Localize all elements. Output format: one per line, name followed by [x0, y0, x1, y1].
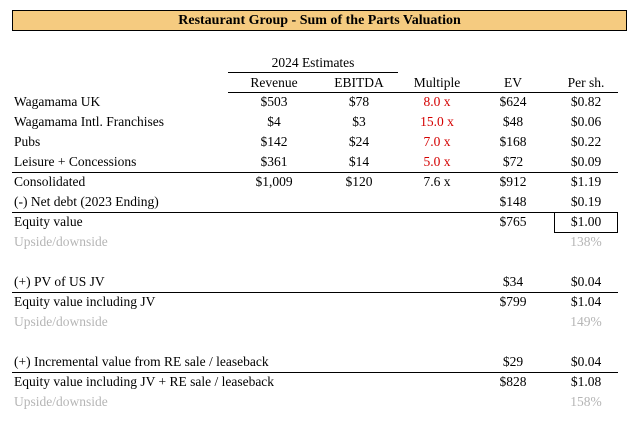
row-label: Leisure + Concessions — [14, 154, 137, 169]
row-label: Consolidated — [14, 174, 86, 189]
ev-value: $624 — [499, 94, 527, 109]
col-header-revenue: Revenue — [250, 75, 298, 90]
ev-value: $34 — [502, 274, 524, 289]
col-header-multiple: Multiple — [413, 75, 461, 90]
ev-value: $828 — [499, 374, 527, 389]
per-share-value: $0.06 — [570, 114, 602, 129]
ebitda-value: $120 — [345, 174, 373, 189]
row-label: Equity value including JV — [14, 294, 156, 309]
ev-value: $48 — [502, 114, 524, 129]
revenue-value: $503 — [260, 94, 288, 109]
col-header-ev: EV — [504, 75, 522, 90]
multiple-value: 7.6 x — [423, 174, 451, 189]
ebitda-value: $24 — [348, 134, 370, 149]
highlight-box — [554, 212, 618, 233]
estimates-header: 2024 Estimates — [271, 55, 355, 70]
ev-value: $765 — [499, 214, 527, 229]
revenue-value: $4 — [267, 114, 281, 129]
row-label: (+) PV of US JV — [14, 274, 105, 289]
upside-value: 138% — [570, 234, 602, 249]
ev-value: $72 — [502, 154, 524, 169]
ebitda-value: $3 — [352, 114, 366, 129]
col-header-ebitda: EBITDA — [334, 75, 384, 90]
multiple-value: 7.0 x — [423, 134, 451, 149]
per-share-value: $0.22 — [570, 134, 602, 149]
estimates-underline — [228, 72, 398, 73]
row-label: Upside/downside — [14, 234, 108, 249]
row-label: Pubs — [14, 134, 41, 149]
divider — [12, 292, 618, 293]
upside-value: 149% — [570, 314, 602, 329]
upside-value: 158% — [570, 394, 602, 409]
row-label: (-) Net debt (2023 Ending) — [14, 194, 159, 209]
divider — [12, 212, 618, 213]
row-label: Equity value including JV + RE sale / le… — [14, 374, 275, 389]
col-header-per-share: Per sh. — [567, 75, 605, 90]
divider — [12, 172, 618, 173]
per-share-value: $0.04 — [570, 354, 602, 369]
multiple-value: 15.0 x — [420, 114, 454, 129]
divider — [12, 372, 618, 373]
per-share-value: $0.09 — [570, 154, 602, 169]
per-share-value: $1.19 — [570, 174, 602, 189]
row-label: (+) Incremental value from RE sale / lea… — [14, 354, 269, 369]
ev-value: $912 — [499, 174, 527, 189]
multiple-value: 5.0 x — [423, 154, 451, 169]
revenue-value: $1,009 — [255, 174, 293, 189]
ev-value: $148 — [499, 194, 527, 209]
sheet-title: Restaurant Group - Sum of the Parts Valu… — [12, 10, 627, 31]
multiple-value: 8.0 x — [423, 94, 451, 109]
row-label: Equity value — [14, 214, 83, 229]
ev-value: $168 — [499, 134, 527, 149]
sheet-title-text: Restaurant Group - Sum of the Parts Valu… — [178, 12, 461, 28]
header-underline — [228, 92, 618, 93]
row-label: Upside/downside — [14, 314, 108, 329]
ev-value: $799 — [499, 294, 527, 309]
per-share-value: $1.00 — [570, 214, 602, 229]
row-label: Upside/downside — [14, 394, 108, 409]
revenue-value: $361 — [260, 154, 288, 169]
revenue-value: $142 — [260, 134, 288, 149]
row-label: Wagamama UK — [14, 94, 101, 109]
ebitda-value: $14 — [348, 154, 370, 169]
per-share-value: $1.04 — [570, 294, 602, 309]
row-label: Wagamama Intl. Franchises — [14, 114, 164, 129]
per-share-value: $0.04 — [570, 274, 602, 289]
per-share-value: $0.19 — [570, 194, 602, 209]
ebitda-value: $78 — [348, 94, 370, 109]
per-share-value: $0.82 — [570, 94, 602, 109]
ev-value: $29 — [502, 354, 524, 369]
per-share-value: $1.08 — [570, 374, 602, 389]
